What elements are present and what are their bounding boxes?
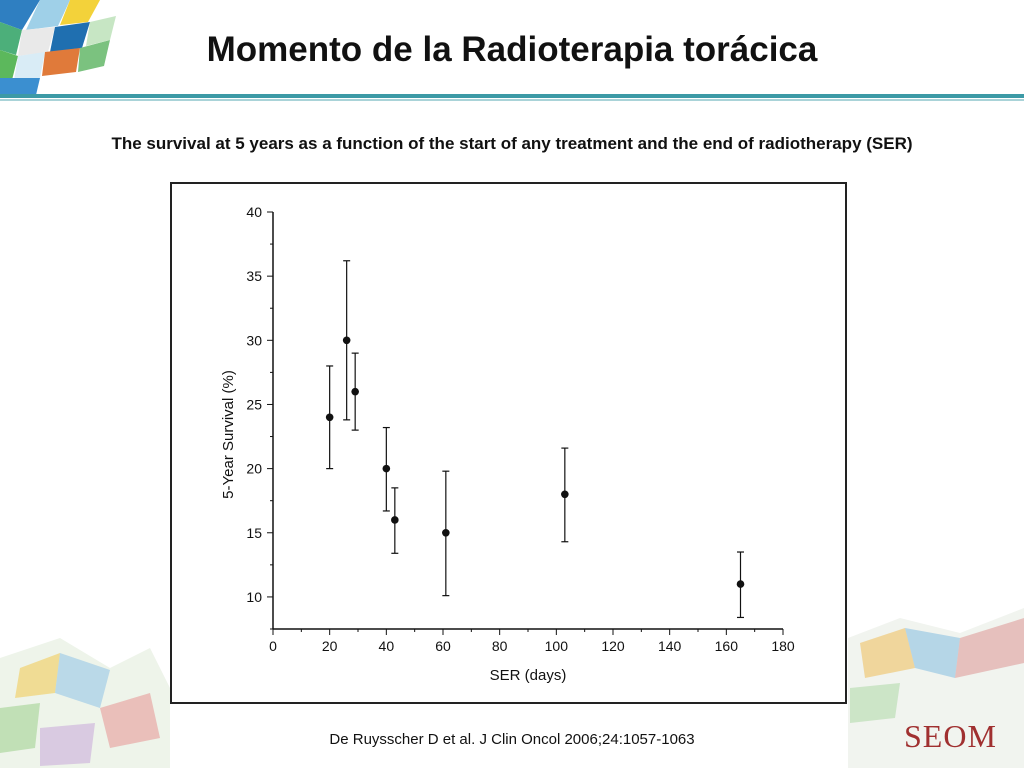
title-divider bbox=[0, 94, 1024, 98]
y-tick-label: 10 bbox=[246, 589, 262, 605]
y-tick-label: 20 bbox=[246, 461, 262, 477]
y-tick-label: 35 bbox=[246, 268, 262, 284]
slide-title: Momento de la Radioterapia torácica bbox=[206, 30, 818, 69]
chart-axes: 10 15 20 25 30 35 40 0 20 40 60 80 100 120 140 160 180 bbox=[246, 204, 794, 654]
y-tick-label: 25 bbox=[246, 396, 262, 412]
x-tick-label: 140 bbox=[658, 638, 682, 654]
data-point bbox=[736, 580, 745, 588]
data-point bbox=[325, 413, 334, 422]
chart-marks bbox=[325, 260, 745, 619]
data-point bbox=[351, 387, 359, 396]
citation: De Ruysscher D et al. J Clin Oncol 2006;… bbox=[329, 731, 695, 748]
data-point bbox=[561, 490, 569, 499]
y-axis-title: 5-Year Survival (%) bbox=[220, 370, 237, 499]
x-tick-label: 100 bbox=[545, 638, 569, 654]
y-tick-label: 30 bbox=[246, 332, 262, 348]
data-point bbox=[442, 528, 450, 537]
mosaic-decoration-bottom bbox=[0, 608, 1024, 768]
x-axis-title: SER (days) bbox=[490, 667, 567, 684]
x-tick-label: 40 bbox=[379, 638, 395, 654]
slide-subtitle: The survival at 5 years as a function of… bbox=[111, 134, 913, 153]
x-tick-label: 20 bbox=[322, 638, 338, 654]
chart-frame: 10 15 20 25 30 35 40 0 20 40 60 80 100 120 140 160 180 S… bbox=[170, 182, 847, 704]
data-point bbox=[391, 516, 399, 524]
x-tick-label: 60 bbox=[435, 638, 451, 654]
survival-scatter-chart: 10 15 20 25 30 35 40 0 20 40 60 80 100 120 140 160 180 S… bbox=[220, 204, 795, 684]
y-tick-label: 15 bbox=[246, 525, 262, 541]
x-tick-label: 180 bbox=[771, 638, 795, 654]
x-tick-label: 120 bbox=[601, 638, 625, 654]
x-tick-label: 80 bbox=[492, 638, 508, 654]
seom-logo: SEOM bbox=[904, 718, 997, 754]
mosaic-decoration-top bbox=[0, 0, 116, 95]
x-tick-label: 0 bbox=[269, 638, 277, 654]
x-tick-label: 160 bbox=[715, 638, 739, 654]
data-point bbox=[342, 336, 351, 345]
title-divider-light bbox=[0, 99, 1024, 101]
y-tick-label: 40 bbox=[246, 204, 262, 220]
data-point bbox=[382, 464, 391, 473]
